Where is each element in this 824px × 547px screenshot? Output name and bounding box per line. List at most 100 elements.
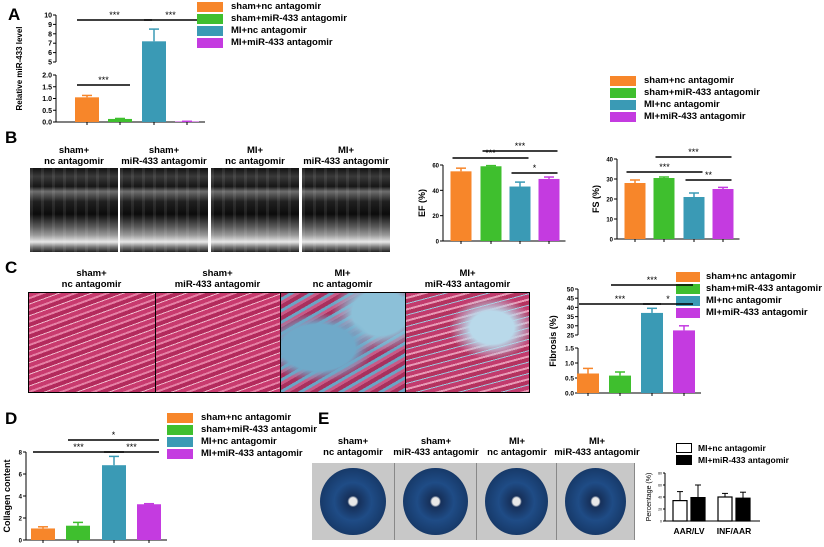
heart-section-image	[395, 463, 477, 540]
significance-label: ***	[73, 442, 84, 452]
caption-line: sham+	[420, 436, 452, 447]
bar	[712, 189, 734, 239]
y-tick-label: 0.5	[565, 376, 574, 383]
significance-label: ***	[688, 147, 699, 157]
y-axis-label: Collagen content	[2, 459, 12, 532]
legend-swatch	[610, 88, 636, 98]
y-tick-label: 20	[606, 198, 613, 204]
legend-swatch	[676, 443, 692, 453]
y-tick-label: 30	[606, 178, 613, 184]
legend-b: sham+nc antagomir sham+miR-433 antagomir M…	[610, 75, 760, 123]
y-tick-label: 5	[48, 60, 52, 67]
caption-line: sham+	[76, 268, 107, 279]
legend-label: sham+miR-433 antagomir	[644, 87, 760, 98]
bar	[137, 504, 161, 540]
legend-swatch	[610, 112, 636, 122]
panel-label-a: A	[8, 5, 21, 24]
legend-item: sham+nc antagomir	[197, 1, 347, 13]
bar	[480, 166, 502, 241]
echo-caption: MI+ nc antagomir	[211, 145, 299, 167]
heart-ring	[484, 467, 549, 536]
legend-swatch	[167, 413, 193, 423]
caption-line: miR-433 antagomir	[174, 279, 261, 290]
caption-line: nc antagomir	[323, 447, 383, 458]
legend-label: sham+miR-433 antagomir	[706, 283, 822, 294]
bar	[538, 178, 560, 241]
y-tick-label: 0.0	[42, 120, 52, 127]
legend-swatch	[167, 437, 193, 447]
significance-label: ***	[615, 294, 626, 304]
panel-label-e: E	[318, 409, 330, 428]
legend-swatch	[197, 14, 223, 24]
bar	[609, 375, 631, 393]
y-tick-label: 40	[606, 158, 613, 164]
bar	[673, 330, 695, 393]
y-tick-label: 40	[432, 189, 439, 195]
heart-caption: sham+ miR-433 antagomir	[390, 436, 482, 458]
x-tick-label: INF/AAR	[717, 526, 751, 536]
panel-label-b: B	[5, 128, 18, 147]
bar	[717, 496, 733, 522]
echocardiogram-image	[211, 168, 299, 252]
caption-line: MI+	[337, 145, 355, 156]
y-tick-label: 40	[658, 496, 662, 500]
bar	[672, 500, 688, 522]
significance-label: *	[112, 430, 116, 440]
bar	[142, 41, 166, 122]
caption-line: sham+	[148, 145, 180, 156]
legend-label: MI+miR-433 antagomir	[231, 37, 333, 48]
y-tick-label: 0	[660, 520, 662, 524]
caption-line: sham+	[202, 268, 233, 279]
legend-label: MI+nc antagomir	[201, 436, 277, 447]
caption-line: miR-433 antagomir	[303, 156, 389, 167]
y-tick-label: 7	[48, 41, 52, 48]
legend-swatch	[676, 308, 700, 318]
echocardiogram-image	[120, 168, 208, 252]
y-axis-label: Fibrosis (%)	[548, 315, 558, 367]
y-tick-label: 2	[19, 517, 23, 523]
y-tick-label: 60	[658, 484, 662, 488]
legend-item: MI+miR-433 antagomir	[676, 454, 789, 466]
caption-line: MI+	[459, 268, 476, 279]
echocardiogram-image	[30, 168, 118, 252]
legend-d: sham+nc antagomir sham+miR-433 antagomir M…	[167, 412, 317, 460]
legend-swatch	[167, 425, 193, 435]
y-tick-label: 9	[48, 22, 52, 29]
bar	[102, 465, 126, 540]
legend-label: MI+nc antagomir	[644, 99, 720, 110]
caption-line: nc antagomir	[487, 447, 547, 458]
histology-caption: sham+ miR-433 antagomir	[155, 268, 280, 290]
significance-label: ***	[485, 148, 496, 158]
caption-line: MI+	[508, 436, 526, 447]
legend-item: MI+nc antagomir	[167, 436, 317, 448]
y-tick-label: 6	[19, 473, 23, 479]
legend-c: sham+nc antagomir sham+miR-433 antagomir M…	[676, 271, 822, 319]
caption-line: nc antagomir	[44, 156, 104, 167]
masson-trichrome-image	[405, 292, 530, 393]
caption-line: miR-433 antagomir	[393, 447, 479, 458]
echocardiogram-image	[302, 168, 390, 252]
legend-label: MI+nc antagomir	[231, 25, 307, 36]
legend-label: sham+nc antagomir	[231, 1, 322, 12]
y-tick-label: 0	[19, 539, 23, 545]
legend-item: MI+miR-433 antagomir	[197, 37, 347, 49]
bar	[735, 497, 751, 522]
caption-line: nc antagomir	[225, 156, 285, 167]
histology-caption: MI+ nc antagomir	[280, 268, 405, 290]
histology-caption: MI+ miR-433 antagomir	[405, 268, 530, 290]
bar	[683, 197, 705, 239]
heart-section-image	[557, 463, 635, 540]
legend-label: MI+nc antagomir	[698, 443, 766, 453]
legend-e: MI+nc antagomir MI+miR-433 antagomir	[676, 442, 789, 466]
significance-label: *	[533, 163, 537, 173]
y-tick-label: 10	[44, 13, 52, 20]
masson-trichrome-image	[155, 292, 281, 393]
bar	[641, 312, 663, 393]
legend-label: MI+miR-433 antagomir	[698, 455, 789, 465]
bar	[577, 373, 599, 393]
y-tick-label: 6	[48, 50, 52, 57]
significance-label: ***	[515, 141, 526, 151]
bar	[108, 118, 132, 122]
y-tick-label: 1.5	[565, 346, 574, 353]
